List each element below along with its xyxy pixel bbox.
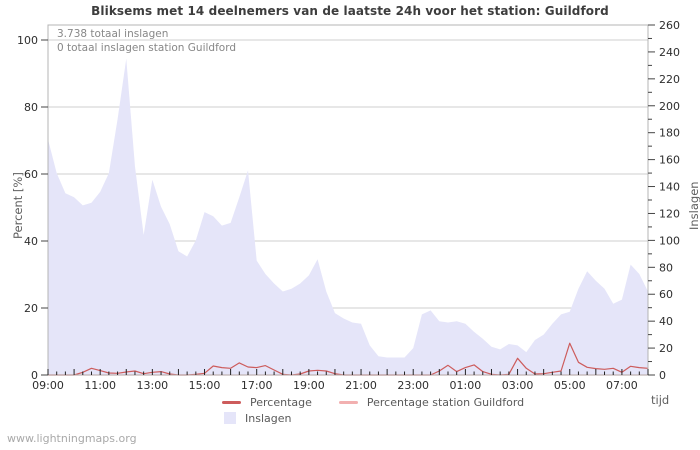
right-tick-label: 80 xyxy=(659,261,673,274)
right-tick-label: 0 xyxy=(659,369,666,382)
x-tick-label: 19:00 xyxy=(293,379,325,392)
x-tick-label: 23:00 xyxy=(397,379,429,392)
x-tick-label: 03:00 xyxy=(502,379,534,392)
legend-item-station: Percentage station Guildford xyxy=(338,395,525,409)
legend-swatch-percentage xyxy=(222,400,241,404)
legend-swatch-inslagen xyxy=(224,412,236,424)
x-tick-label: 13:00 xyxy=(136,379,168,392)
left-tick-label: 100 xyxy=(17,34,38,47)
right-tick-label: 240 xyxy=(659,46,680,59)
left-axis-title: Percent [%] xyxy=(11,172,25,239)
legend-swatch-station xyxy=(338,400,358,404)
right-tick-label: 100 xyxy=(659,234,680,247)
left-tick-label: 60 xyxy=(24,168,38,181)
annotation-total-strikes: 3.738 totaal inslagen xyxy=(57,28,169,40)
legend-label-station: Percentage station Guildford xyxy=(366,395,525,409)
right-tick-label: 60 xyxy=(659,288,673,301)
x-tick-label: 01:00 xyxy=(450,379,482,392)
right-tick-label: 200 xyxy=(659,100,680,113)
legend-row-lines: Percentage Percentage station Guildford xyxy=(222,395,524,409)
right-tick-label: 180 xyxy=(659,127,680,140)
chart-title: Bliksems met 14 deelnemers van de laatst… xyxy=(91,4,609,18)
x-tick-label: 05:00 xyxy=(554,379,586,392)
right-tick-label: 260 xyxy=(659,19,680,32)
x-tick-label: 09:00 xyxy=(32,379,64,392)
right-axis-title: Inslagen xyxy=(687,181,700,230)
x-tick-label: 15:00 xyxy=(189,379,221,392)
x-tick-label: 21:00 xyxy=(345,379,377,392)
left-tick-label: 80 xyxy=(24,101,38,114)
legend-row-area: Inslagen xyxy=(222,411,524,425)
left-tick-label: 40 xyxy=(24,235,38,248)
right-tick-label: 160 xyxy=(659,154,680,167)
x-tick-label: 11:00 xyxy=(84,379,116,392)
annotation-station-strikes: 0 totaal inslagen station Guildford xyxy=(57,42,236,54)
legend: Percentage Percentage station Guildford … xyxy=(222,395,524,427)
x-axis-title: tijd xyxy=(651,393,670,407)
right-tick-label: 40 xyxy=(659,315,673,328)
right-tick-label: 20 xyxy=(659,342,673,355)
legend-label-inslagen: Inslagen xyxy=(245,411,292,425)
legend-label-percentage: Percentage xyxy=(250,395,312,409)
left-tick-label: 20 xyxy=(24,302,38,315)
right-tick-label: 120 xyxy=(659,207,680,220)
right-tick-label: 220 xyxy=(659,73,680,86)
inslagen-area xyxy=(48,58,648,375)
x-tick-label: 17:00 xyxy=(241,379,273,392)
x-tick-label: 07:00 xyxy=(606,379,638,392)
left-tick-label: 0 xyxy=(31,369,38,382)
watermark: www.lightningmaps.org xyxy=(7,432,137,445)
right-tick-label: 140 xyxy=(659,181,680,194)
